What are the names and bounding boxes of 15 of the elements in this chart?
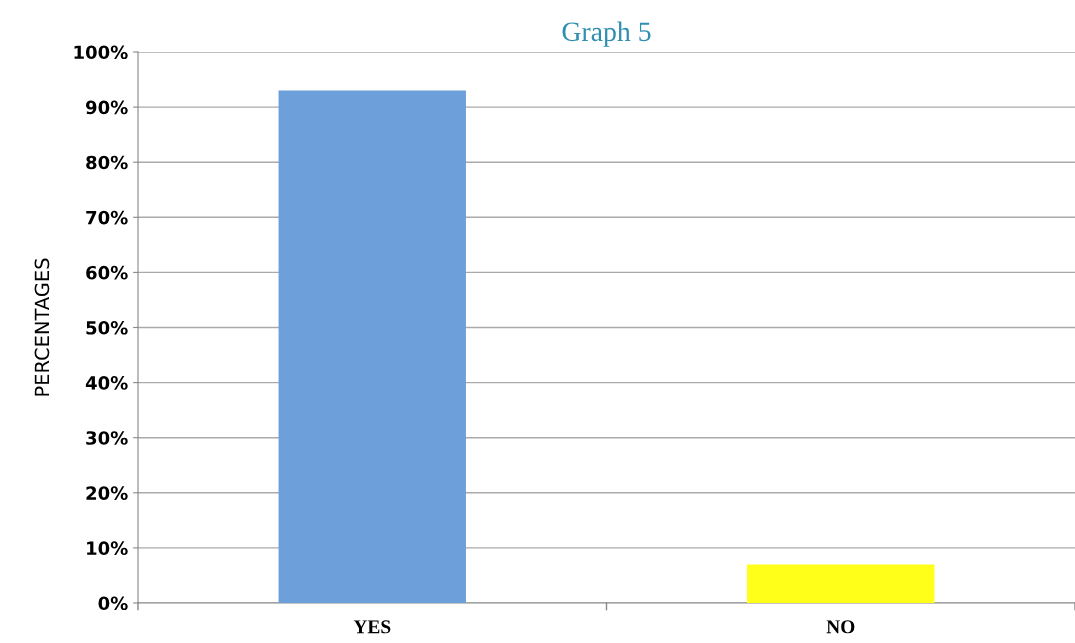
- y-tick-label: 10%: [87, 541, 128, 556]
- y-tick-label: 20%: [86, 486, 128, 500]
- y-axis-title: PERCENTAGES: [34, 258, 50, 396]
- y-tick-label: 50%: [86, 320, 128, 335]
- y-tick-label: 80%: [86, 155, 128, 170]
- y-tick-label: 0%: [98, 596, 128, 611]
- x-tick-label: YES: [353, 620, 391, 634]
- y-tick-label: 100%: [74, 45, 128, 60]
- y-tick-label: 70%: [86, 210, 128, 225]
- chart-title: Graph 5: [562, 21, 651, 47]
- y-tick-label: 90%: [85, 100, 128, 115]
- y-tick-label: 40%: [85, 376, 128, 390]
- x-tick-label: NO: [826, 620, 855, 634]
- y-tick-label: 60%: [86, 265, 128, 280]
- y-tick-label: 30%: [86, 431, 128, 445]
